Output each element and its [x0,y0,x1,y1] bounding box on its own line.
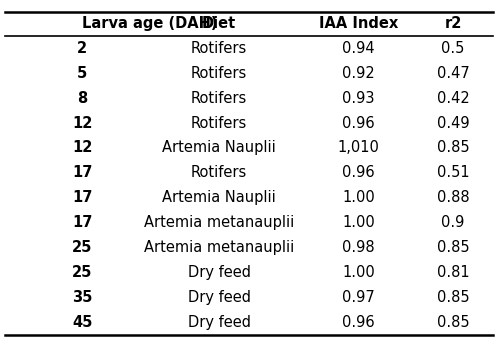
Text: 0.94: 0.94 [342,41,375,56]
Text: 0.49: 0.49 [437,116,470,131]
Text: 0.85: 0.85 [437,140,470,155]
Text: 0.51: 0.51 [437,165,470,180]
Text: 0.85: 0.85 [437,240,470,255]
Text: Dry feed: Dry feed [188,290,250,305]
Text: Rotifers: Rotifers [191,66,247,81]
Text: 0.97: 0.97 [342,290,375,305]
Text: 0.9: 0.9 [442,215,465,230]
Text: Dry feed: Dry feed [188,265,250,280]
Text: 45: 45 [72,315,92,330]
Text: 0.42: 0.42 [437,91,470,106]
Text: 0.93: 0.93 [342,91,375,106]
Text: 0.88: 0.88 [437,190,470,205]
Text: Rotifers: Rotifers [191,91,247,106]
Text: 17: 17 [72,215,92,230]
Text: 1.00: 1.00 [342,265,375,280]
Text: Rotifers: Rotifers [191,165,247,180]
Text: Larva age (DAH): Larva age (DAH) [82,16,218,31]
Text: Rotifers: Rotifers [191,41,247,56]
Text: 0.85: 0.85 [437,290,470,305]
Text: 12: 12 [72,116,92,131]
Text: Diet: Diet [202,16,236,31]
Text: 25: 25 [72,240,92,255]
Text: 0.96: 0.96 [342,165,375,180]
Text: 1,010: 1,010 [338,140,379,155]
Text: 0.98: 0.98 [342,240,375,255]
Text: 0.85: 0.85 [437,315,470,330]
Text: 35: 35 [72,290,92,305]
Text: 5: 5 [77,66,87,81]
Text: 0.47: 0.47 [437,66,470,81]
Text: Artemia metanauplii: Artemia metanauplii [144,240,294,255]
Text: 0.5: 0.5 [442,41,465,56]
Text: Artemia metanauplii: Artemia metanauplii [144,215,294,230]
Text: Rotifers: Rotifers [191,116,247,131]
Text: 0.92: 0.92 [342,66,375,81]
Text: 1.00: 1.00 [342,215,375,230]
Text: 8: 8 [77,91,87,106]
Text: Artemia Nauplii: Artemia Nauplii [162,140,276,155]
Text: 0.81: 0.81 [437,265,470,280]
Text: IAA Index: IAA Index [319,16,398,31]
Text: 17: 17 [72,165,92,180]
Text: 0.96: 0.96 [342,116,375,131]
Text: Dry feed: Dry feed [188,315,250,330]
Text: 0.96: 0.96 [342,315,375,330]
Text: Artemia Nauplii: Artemia Nauplii [162,190,276,205]
Text: 1.00: 1.00 [342,190,375,205]
Text: r2: r2 [445,16,462,31]
Text: 12: 12 [72,140,92,155]
Text: 25: 25 [72,265,92,280]
Text: 17: 17 [72,190,92,205]
Text: 2: 2 [77,41,87,56]
